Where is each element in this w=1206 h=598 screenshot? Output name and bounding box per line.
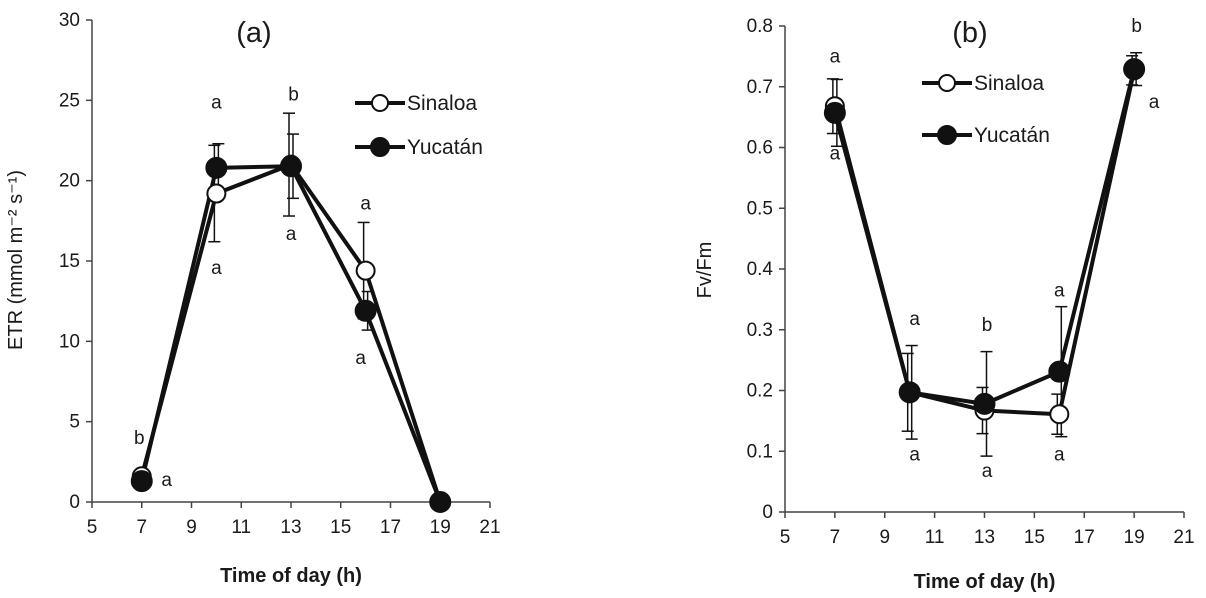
panel-b-y-tick-label: 0 bbox=[762, 502, 773, 523]
panel-b-x-tick-label: 7 bbox=[830, 527, 841, 548]
panel-b-y-tick-label: 0.3 bbox=[747, 320, 773, 341]
panel-b-significance-letter: a bbox=[1054, 280, 1065, 301]
panel-a-y-axis-title: ETR (mmol m⁻² s⁻¹) bbox=[5, 170, 27, 350]
panel-b-y-tick-label: 0.2 bbox=[747, 381, 773, 402]
panel-a-x-tick-label: 15 bbox=[330, 517, 351, 538]
panel-a-legend-marker bbox=[371, 94, 389, 112]
panel-a-y-tick-label: 20 bbox=[59, 171, 80, 192]
panel-b-significance-letter: b bbox=[1131, 16, 1142, 37]
panel-a-point-yucatan bbox=[354, 299, 377, 322]
panel-a-panel-label: (a) bbox=[236, 17, 271, 49]
panel-b-x-tick-label: 17 bbox=[1074, 527, 1095, 548]
panel-b-y-tick-label: 0.7 bbox=[747, 77, 773, 98]
panel-a-legend-label: Yucatán bbox=[407, 136, 483, 159]
panel-a-point-yucatan bbox=[205, 156, 228, 179]
panel-b-point-yucatan bbox=[823, 101, 846, 124]
panel-b-y-tick-label: 0.8 bbox=[747, 16, 773, 37]
panel-a-y-tick-label: 5 bbox=[69, 412, 80, 433]
panel-b-point-yucatan bbox=[973, 392, 996, 415]
panel-b-y-tick-label: 0.5 bbox=[747, 198, 773, 219]
panel-a-significance-letter: b bbox=[288, 84, 299, 105]
panel-a-significance-letter: b bbox=[134, 428, 145, 449]
panel-b-significance-letter: a bbox=[830, 144, 841, 165]
panel-a-x-axis-title: Time of day (h) bbox=[220, 565, 362, 587]
panel-b-y-tick-label: 0.1 bbox=[747, 441, 773, 462]
panel-a-x-tick-label: 11 bbox=[231, 517, 251, 538]
panel-a-y-tick-label: 30 bbox=[59, 10, 80, 31]
panel-b-x-tick-label: 9 bbox=[879, 527, 890, 548]
panel-a-legend-label: Sinaloa bbox=[407, 92, 477, 115]
panel-a-significance-letter: a bbox=[211, 92, 222, 113]
panel-b-y-tick-label: 0.6 bbox=[747, 138, 773, 159]
panel-b-point-yucatan bbox=[1048, 360, 1071, 383]
panel-a-y-tick-label: 0 bbox=[69, 492, 80, 513]
panel-b-x-tick-label: 19 bbox=[1124, 527, 1145, 548]
panel-b-x-tick-label: 21 bbox=[1173, 527, 1194, 548]
panel-b-y-axis-title: Fv/Fm bbox=[694, 242, 716, 299]
panel-a-y-tick-label: 25 bbox=[59, 90, 80, 111]
panel-b-x-tick-label: 5 bbox=[780, 527, 791, 548]
panel-a-x-tick-label: 7 bbox=[136, 517, 147, 538]
panel-b-significance-letter: a bbox=[909, 309, 920, 330]
panel-b-legend-marker bbox=[938, 74, 956, 92]
panel-b-x-tick-label: 13 bbox=[974, 527, 995, 548]
panel-a-series-line-sinaloa bbox=[139, 162, 443, 503]
panel-b-x-tick-label: 15 bbox=[1024, 527, 1045, 548]
panel-b-significance-letter: b bbox=[982, 315, 993, 336]
panel-a-significance-letter: a bbox=[161, 470, 172, 491]
panel-a-significance-letter: a bbox=[211, 258, 222, 279]
panel-a-x-tick-label: 13 bbox=[280, 517, 301, 538]
panel-b-x-tick-label: 11 bbox=[925, 527, 945, 548]
panel-b-legend-label: Yucatán bbox=[974, 124, 1050, 147]
panel-a-significance-letter: a bbox=[360, 194, 371, 215]
panel-b-point-yucatan bbox=[898, 381, 921, 404]
panel-b-series-line-sinaloa bbox=[832, 69, 1137, 417]
panel-b-significance-letter: a bbox=[982, 461, 993, 482]
panel-a-x-tick-label: 17 bbox=[380, 517, 401, 538]
panel-b-significance-letter: a bbox=[1054, 444, 1065, 465]
panel-b-legend-marker bbox=[937, 125, 957, 145]
panel-a-legend-marker bbox=[370, 137, 390, 157]
panel-a-x-tick-label: 9 bbox=[186, 517, 197, 538]
panel-b-point-sinaloa bbox=[1049, 404, 1070, 425]
panel-b-panel-label: (b) bbox=[952, 17, 987, 49]
panel-a-y-tick-label: 10 bbox=[59, 331, 80, 352]
panel-b-legend-label: Sinaloa bbox=[974, 72, 1044, 95]
panel-b-x-axis-title: Time of day (h) bbox=[914, 571, 1056, 593]
panel-a-significance-letter: a bbox=[355, 348, 366, 369]
panel-b-point-yucatan bbox=[1123, 58, 1146, 81]
panel-a-y-tick-label: 15 bbox=[59, 251, 80, 272]
panel-a-point-yucatan bbox=[130, 470, 153, 493]
panel-a-point-sinaloa bbox=[206, 183, 227, 204]
panel-b-significance-letter: a bbox=[830, 46, 841, 67]
panel-b-y-tick-label: 0.4 bbox=[747, 259, 774, 280]
panel-a-point-yucatan bbox=[280, 155, 302, 178]
panel-b-significance-letter: a bbox=[909, 444, 920, 465]
panel-b: 0 0.1 0.2 0.3 0.4 0.5 0.6 0.7 0.8 5 7 9 11 13 15 17 19 21… bbox=[694, 16, 1195, 593]
panel-a-x-tick-label: 19 bbox=[430, 517, 451, 538]
panel-a-point-sinaloa bbox=[355, 260, 376, 281]
panel-a-significance-letter: a bbox=[286, 224, 297, 245]
panel-b-series-line-yucatan bbox=[832, 68, 1137, 406]
panel-a-x-tick-label: 5 bbox=[87, 517, 98, 538]
panel-b-significance-letter: a bbox=[1149, 92, 1160, 113]
panel-a-x-tick-label: 21 bbox=[479, 517, 500, 538]
panel-a-point-yucatan bbox=[429, 491, 452, 513]
